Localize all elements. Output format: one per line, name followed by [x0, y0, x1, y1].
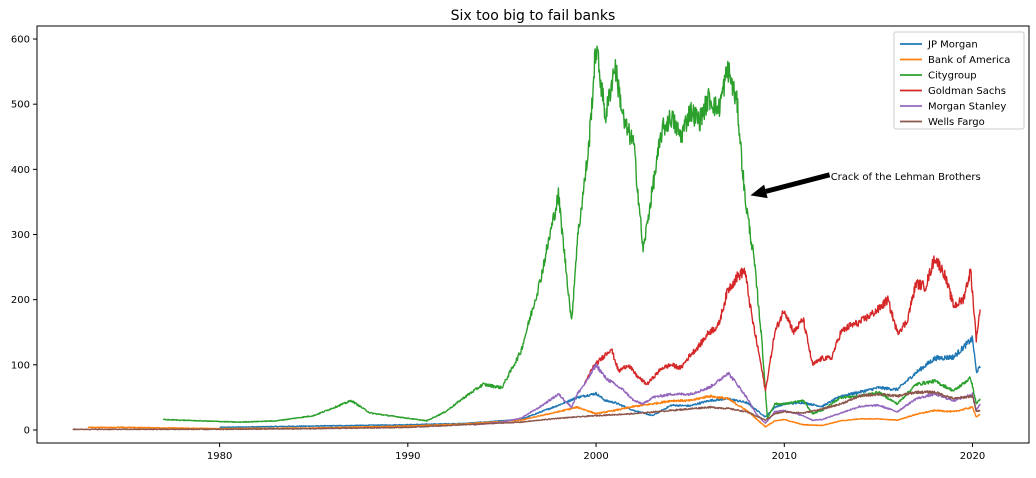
x-tick-label-1: 1990 [395, 451, 420, 462]
annotation-arrow-shaft [765, 172, 831, 194]
legend-box [893, 31, 1025, 130]
y-tick-label-0: 0 [24, 425, 30, 436]
legend-label-1: Bank of America [928, 55, 1010, 66]
legend-label-5: Wells Fargo [928, 117, 985, 128]
legend-label-3: Goldman Sachs [928, 86, 1006, 97]
legend-label-2: Citygroup [928, 71, 977, 82]
y-tick-label-4: 400 [11, 165, 30, 176]
series-line-0 [219, 335, 981, 429]
x-tick-label-4: 2020 [960, 451, 985, 462]
legend-label-4: Morgan Stanley [928, 102, 1006, 113]
y-tick-label-5: 500 [11, 100, 30, 111]
series-line-5 [72, 390, 981, 431]
annotation-arrow-head [750, 184, 768, 199]
x-tick-label-3: 2010 [772, 451, 797, 462]
legend-label-0: JP Morgan [927, 40, 978, 51]
y-tick-label-6: 600 [11, 35, 30, 46]
series-line-3 [584, 255, 981, 392]
annotation-label: Crack of the Lehman Brothers [831, 172, 981, 183]
x-tick-label-0: 1980 [207, 451, 232, 462]
chart-title: Six too big to fail banks [451, 8, 616, 24]
y-tick-label-1: 100 [11, 360, 30, 371]
series-line-4 [473, 363, 981, 426]
x-tick-label-2: 2000 [583, 451, 608, 462]
series-line-2 [162, 45, 981, 424]
y-tick-label-2: 200 [11, 295, 30, 306]
y-tick-label-3: 300 [11, 230, 30, 241]
